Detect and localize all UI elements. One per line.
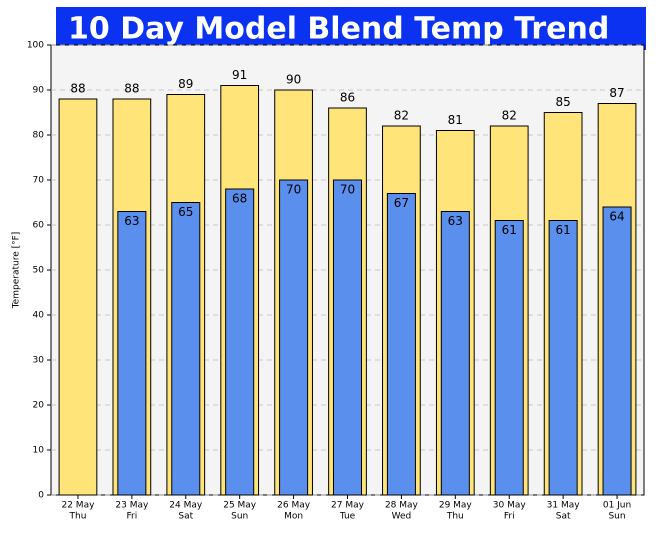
y-tick-label: 40 (33, 311, 45, 321)
chart-title: 10 Day Model Blend Temp Trend (68, 12, 609, 47)
bar (440, 211, 470, 496)
x-tick-label: 24 May (169, 501, 203, 511)
bar (279, 179, 309, 496)
value-label: 89 (178, 77, 193, 91)
x-tick-label: Fri (504, 512, 515, 522)
value-label: 61 (555, 223, 570, 237)
y-tick-label: 30 (33, 356, 45, 366)
bar (548, 220, 578, 496)
value-label: 61 (502, 223, 517, 237)
value-label: 82 (394, 109, 409, 123)
value-label: 68 (232, 192, 247, 206)
bar (386, 193, 416, 496)
value-label: 65 (178, 205, 193, 219)
x-tick-label: 31 May (547, 501, 581, 511)
y-tick-label: 50 (33, 266, 45, 276)
x-tick-label: Sun (231, 512, 248, 522)
x-tick-label: Sat (178, 512, 193, 522)
x-tick-label: Fri (126, 512, 137, 522)
x-tick-label: Wed (392, 512, 412, 522)
value-label: 90 (286, 73, 301, 87)
bar (171, 202, 201, 496)
y-tick-label: 100 (27, 41, 44, 51)
y-tick-label: 0 (38, 491, 44, 501)
bar (332, 179, 363, 496)
value-label: 67 (394, 196, 409, 210)
value-label: 88 (70, 82, 85, 96)
x-tick-label: Tue (339, 512, 356, 522)
value-label: 70 (286, 183, 301, 197)
y-tick-label: 70 (33, 176, 45, 186)
value-label: 63 (448, 214, 463, 228)
bar (602, 206, 632, 496)
value-label: 70 (340, 183, 355, 197)
bar (225, 188, 255, 496)
value-label: 86 (340, 91, 355, 105)
x-tick-label: Sun (608, 512, 625, 522)
value-label: 82 (502, 109, 517, 123)
bar (117, 211, 147, 496)
x-tick-label: 01 Jun (603, 501, 631, 511)
value-label: 85 (555, 95, 570, 109)
y-tick-label: 20 (33, 401, 45, 411)
y-tick-label: 60 (33, 221, 45, 231)
x-tick-label: 25 May (223, 501, 257, 511)
value-label: 88 (124, 82, 139, 96)
x-tick-label: 27 May (331, 501, 365, 511)
x-tick-label: 22 May (61, 501, 95, 511)
bar (58, 98, 98, 496)
value-label: 64 (609, 210, 624, 224)
x-tick-label: 28 May (385, 501, 419, 511)
value-label: 63 (124, 214, 139, 228)
y-tick-label: 10 (33, 446, 45, 456)
x-tick-label: 30 May (493, 501, 527, 511)
x-tick-label: Sat (556, 512, 571, 522)
bar (494, 220, 524, 496)
value-label: 91 (232, 68, 247, 82)
x-tick-label: Mon (284, 512, 303, 522)
y-tick-label: 90 (33, 86, 45, 96)
x-tick-label: 26 May (277, 501, 311, 511)
y-axis-label: Temperature [°F] (12, 232, 22, 310)
x-tick-label: Thu (446, 512, 464, 522)
y-tick-label: 80 (33, 131, 45, 141)
value-label: 81 (448, 113, 463, 127)
value-label: 87 (609, 86, 624, 100)
title-banner (56, 7, 646, 50)
x-tick-label: 23 May (115, 501, 149, 511)
x-tick-label: Thu (69, 512, 87, 522)
x-tick-label: 29 May (439, 501, 473, 511)
